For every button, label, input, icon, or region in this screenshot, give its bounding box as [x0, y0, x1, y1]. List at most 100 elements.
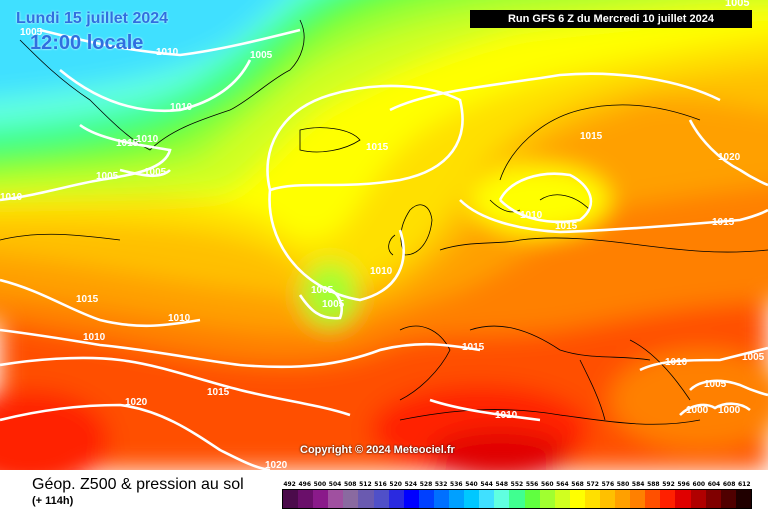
- scale-label: 516: [374, 481, 387, 488]
- isobar-label: 1005: [144, 167, 167, 178]
- isobar-label: 1010: [168, 313, 191, 324]
- isobar-label: 1000: [686, 405, 709, 416]
- isobar-label: 1010: [0, 192, 23, 203]
- isobar-label: 1015: [76, 294, 99, 305]
- scale-label: 544: [480, 481, 493, 488]
- isobar-label: 1020: [125, 397, 148, 408]
- forecast-local-time: 12:00 locale: [30, 32, 144, 54]
- scale-label: 612: [738, 481, 751, 488]
- color-scale-bar: [282, 489, 752, 509]
- isobar-label: 1015: [580, 131, 603, 142]
- isobar-label: 1020: [718, 152, 741, 163]
- scale-label: 556: [525, 481, 539, 488]
- isobar-label: 1015: [116, 138, 139, 149]
- isobar-label: 1010: [156, 47, 179, 58]
- scale-label: 504: [328, 481, 342, 488]
- scale-label: 584: [631, 481, 645, 488]
- scale-label: 564: [556, 481, 569, 488]
- scale-swatch: [403, 490, 419, 508]
- scale-swatch: [313, 490, 329, 508]
- scale-swatch: [524, 490, 540, 508]
- color-bands: [0, 0, 768, 470]
- color-scale-legend: 492 496 500 504 508 512 516 520 524 528 532 536 540 5…: [282, 480, 752, 509]
- isobar-label: 1010: [665, 357, 688, 368]
- scale-label: 492: [283, 481, 296, 488]
- isobar-label: 1005: [322, 299, 345, 310]
- scale-label: 608: [722, 481, 736, 488]
- scale-label: 600: [692, 481, 706, 488]
- scale-swatch: [343, 490, 359, 508]
- scale-swatch: [599, 490, 616, 508]
- scale-label: 604: [707, 481, 721, 488]
- scale-label: 508: [343, 481, 357, 488]
- scale-swatch: [388, 490, 404, 508]
- isobar-label: 1005: [742, 352, 765, 363]
- scale-swatch: [494, 490, 510, 508]
- map-footer: Géop. Z500 & pression au sol (+ 114h) 49…: [0, 470, 768, 512]
- corner-isobar-label: 1005: [725, 0, 750, 9]
- scale-label: 596: [677, 481, 690, 488]
- scale-label: 496: [298, 481, 311, 488]
- scale-swatch: [630, 490, 646, 508]
- scale-label: 592: [662, 481, 675, 488]
- isobar-label: 1010: [83, 332, 106, 343]
- product-title: Géop. Z500 & pression au sol: [32, 476, 244, 493]
- scale-swatch: [373, 490, 389, 508]
- isobar-label: 1015: [712, 217, 735, 228]
- scale-swatch: [735, 490, 751, 508]
- scale-label: 552: [510, 481, 524, 488]
- isobar-label: 1005: [704, 379, 727, 390]
- geopotential-field: 1010 1005 1005 1010 1015 1010 1005 1005 1010 1015…: [0, 0, 768, 470]
- scale-label: 536: [450, 481, 463, 488]
- isobar-label: 1010: [170, 102, 193, 113]
- scale-label: 532: [434, 481, 448, 488]
- isobar-labels: 1010 1005 1005 1010 1015 1010 1005 1005 1010 1015…: [0, 27, 765, 470]
- forecast-date: Lundi 15 juillet 2024: [16, 10, 169, 27]
- scale-swatch: [509, 490, 525, 508]
- scale-label: 576: [601, 481, 615, 488]
- isobar-label: 1005: [250, 50, 273, 61]
- scale-swatch: [298, 490, 314, 508]
- scale-label: 580: [616, 481, 630, 488]
- scale-label: 548: [495, 481, 509, 488]
- scale-label: 540: [465, 481, 478, 488]
- scale-label: 560: [540, 481, 554, 488]
- scale-swatch: [283, 490, 299, 508]
- isobar-label: 1005: [96, 171, 119, 182]
- isobar-label: 1020: [265, 460, 288, 470]
- scale-swatch: [554, 490, 570, 508]
- scale-swatch: [433, 490, 450, 508]
- isobar-label: 1005: [20, 27, 43, 38]
- scale-swatch: [449, 490, 465, 508]
- copyright-text: Copyright © 2024 Meteociel.fr: [300, 444, 455, 456]
- scale-swatch: [645, 490, 661, 508]
- isobar-label: 1010: [520, 210, 543, 221]
- weather-map: 1010 1005 1005 1010 1015 1010 1005 1005 1010 1015…: [0, 0, 768, 470]
- scale-swatch: [675, 490, 691, 508]
- scale-swatch: [569, 490, 585, 508]
- scale-swatch: [720, 490, 736, 508]
- scale-label: 572: [586, 481, 599, 488]
- scale-swatch: [660, 490, 676, 508]
- scale-label: 568: [571, 481, 584, 488]
- scale-label: 524: [404, 481, 418, 488]
- isobar-lines: [0, 28, 768, 470]
- isobar-label: 1000: [718, 405, 741, 416]
- coastlines: [0, 19, 768, 425]
- run-info-banner: Run GFS 6 Z du Mercredi 10 juillet 2024: [470, 10, 752, 28]
- scale-label: 588: [647, 481, 660, 488]
- scale-swatch: [328, 490, 344, 508]
- scale-swatch: [584, 490, 600, 508]
- color-scale-labels: 492 496 500 504 508 512 516 520 524 528 532 536 540 5…: [282, 480, 752, 489]
- isobar-label: 1015: [555, 221, 578, 232]
- scale-swatch: [690, 490, 706, 508]
- scale-swatch: [464, 490, 480, 508]
- scale-swatch: [479, 490, 495, 508]
- isobar-label: 1005: [311, 285, 334, 296]
- scale-swatch: [615, 490, 631, 508]
- scale-swatch: [705, 490, 721, 508]
- isobar-label: 1015: [462, 342, 485, 353]
- isobar-label: 1015: [366, 142, 389, 153]
- scale-swatch: [539, 490, 555, 508]
- scale-label: 512: [359, 481, 372, 488]
